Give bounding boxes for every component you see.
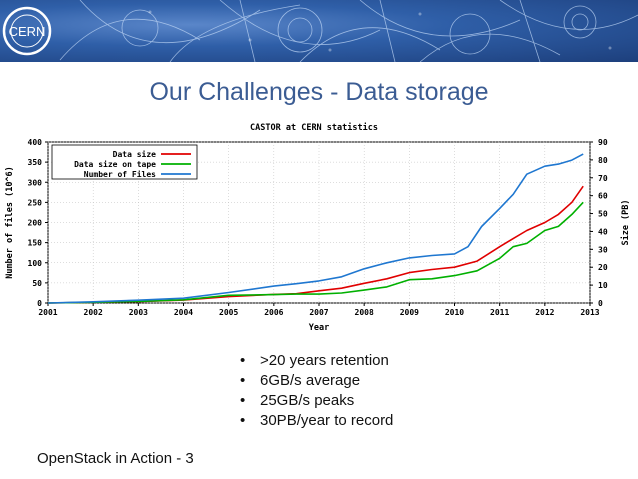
y2-tick-label: 10 <box>598 281 608 290</box>
legend-label: Data size on tape <box>74 159 156 169</box>
footer-text: OpenStack in Action - 3 <box>37 450 194 467</box>
y2-tick-label: 30 <box>598 245 608 254</box>
series-line-number-of-files <box>47 153 584 304</box>
y-tick-label: 50 <box>32 279 42 288</box>
x-axis-label: Year <box>309 323 329 333</box>
y-tick-label: 100 <box>28 259 43 268</box>
y2-tick-label: 90 <box>598 138 608 147</box>
series-lines <box>47 153 584 304</box>
y2-tick-label: 70 <box>598 174 608 183</box>
x-tick-label: 2002 <box>84 308 103 317</box>
bullet-item: 30PB/year to record <box>238 411 410 431</box>
y-tick-label: 200 <box>28 219 43 228</box>
legend-label: Number of Files <box>84 169 156 179</box>
bullet-item: 6GB/s average <box>238 371 410 391</box>
header-banner: CERN <box>0 0 638 62</box>
x-tick-label: 2013 <box>580 308 599 317</box>
chart-title: CASTOR at CERN statistics <box>250 122 378 133</box>
y-tick-label: 250 <box>28 198 43 207</box>
x-tick-label: 2009 <box>400 308 419 317</box>
legend-label: Data size <box>113 149 157 159</box>
x-tick-label: 2006 <box>264 308 283 317</box>
x-tick-label: 2011 <box>490 308 509 317</box>
x-tick-label: 2008 <box>355 308 374 317</box>
bullet-item: >20 years retention <box>238 351 410 371</box>
y2-axis-label: Size (PB) <box>620 199 631 245</box>
y-tick-label: 400 <box>28 138 43 147</box>
bullet-list: >20 years retention 6GB/s average 25GB/s… <box>238 351 410 431</box>
x-tick-label: 2001 <box>38 308 57 317</box>
y2-tick-label: 60 <box>598 192 608 201</box>
y2-tick-label: 0 <box>598 299 603 308</box>
x-tick-label: 2010 <box>445 308 464 317</box>
slide-title: Our Challenges - Data storage <box>149 78 489 106</box>
x-tick-label: 2007 <box>309 308 328 317</box>
cern-logo-text: CERN <box>9 24 46 39</box>
y2-tick-label: 50 <box>598 210 608 219</box>
y2-tick-label: 80 <box>598 156 608 165</box>
y-tick-label: 150 <box>28 239 43 248</box>
castor-chart: CASTOR at CERN statistics 2001 2002 2003 20… <box>4 122 631 333</box>
y-tick-label: 350 <box>28 158 43 167</box>
x-tick-label: 2005 <box>219 308 238 317</box>
y2-tick-label: 40 <box>598 227 608 236</box>
y2-tick-label: 20 <box>598 263 608 272</box>
series-line-data-size-on-tape <box>47 201 584 304</box>
cern-logo: CERN <box>2 6 52 56</box>
y-tick-label: 300 <box>28 178 43 187</box>
x-tick-label: 2012 <box>535 308 554 317</box>
y-axis-label: Number of files (10^6) <box>4 166 15 279</box>
bullet-item: 25GB/s peaks <box>238 391 410 411</box>
x-tick-label: 2003 <box>129 308 148 317</box>
axes: 2001 2002 2003 2004 2005 2006 2007 2008 2009 2010… <box>28 138 608 317</box>
particle-tracks-decoration: CERN <box>2 0 638 62</box>
x-tick-label: 2004 <box>174 308 193 317</box>
y-tick-label: 0 <box>37 299 42 308</box>
